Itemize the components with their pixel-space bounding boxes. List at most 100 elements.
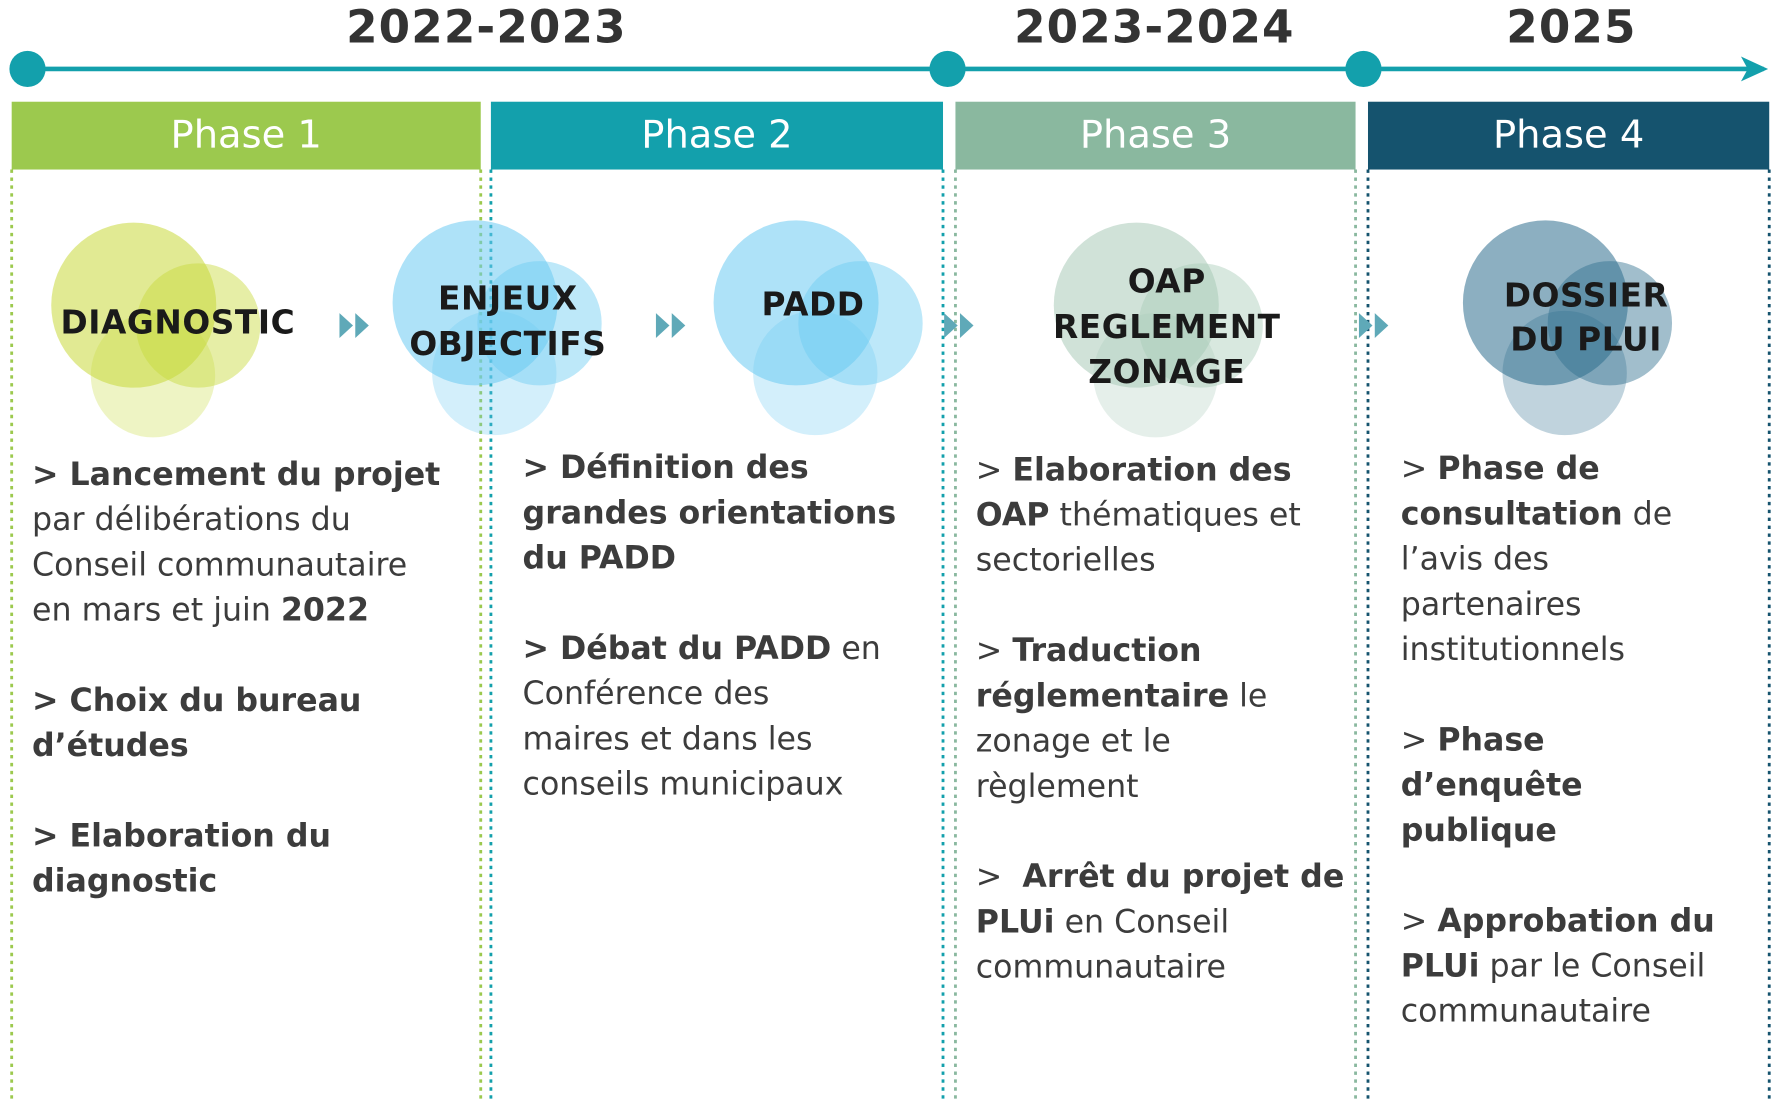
- item-line: réglementaire le: [976, 678, 1268, 714]
- item-text: de: [1623, 496, 1673, 532]
- item-line: conseils municipaux: [523, 767, 844, 803]
- chevron: [671, 313, 686, 338]
- item-line: par délibérations du: [32, 502, 351, 538]
- item-line: partenaires: [1401, 587, 1582, 623]
- item-line: > Phase: [1401, 722, 1545, 758]
- item-text: publique: [1401, 813, 1557, 849]
- item-line: Conseil communautaire: [32, 547, 407, 583]
- bubble-label: DIAGNOSTIC: [60, 303, 295, 341]
- item-line: OAP thématiques et: [976, 498, 1301, 534]
- item-text: > Lancement du projet: [32, 457, 440, 493]
- item-text: >: [1401, 903, 1438, 939]
- item-line: > Phase de: [1401, 451, 1600, 487]
- chevron: [944, 313, 958, 338]
- item-line: sectorielles: [976, 543, 1156, 579]
- period-label: 2022-2023: [346, 1, 627, 54]
- item-text: communautaire: [976, 950, 1226, 986]
- item-line: diagnostic: [32, 864, 217, 900]
- bubble: [477, 261, 602, 386]
- item-text: Phase de: [1437, 451, 1599, 487]
- bubble: [798, 261, 923, 386]
- item-text: Conférence des: [523, 676, 770, 712]
- bubble-label: DOSSIER: [1504, 276, 1669, 314]
- item-text: >: [976, 859, 1023, 895]
- item-text: maires et dans les: [523, 721, 813, 757]
- item-line: > Arrêt du projet de: [976, 859, 1344, 895]
- item-text: >: [976, 633, 1013, 669]
- bubble: [1138, 263, 1263, 388]
- item-line: communautaire: [1401, 994, 1651, 1030]
- item-text: > Débat du PADD: [523, 631, 832, 667]
- period-label: 2025: [1506, 1, 1636, 54]
- item-line: > Débat du PADD en: [523, 631, 881, 667]
- bubble-label: OBJECTIFS: [409, 325, 606, 363]
- item-text: en Conseil: [1055, 904, 1230, 940]
- item-text: en: [831, 631, 881, 667]
- bubble: [1093, 313, 1218, 438]
- item-text: consultation: [1401, 496, 1623, 532]
- item-text: Elaboration des: [1012, 452, 1291, 488]
- bubble: [392, 220, 558, 386]
- period-label: 2023-2024: [1014, 1, 1295, 54]
- item-line: Conférence des: [523, 676, 770, 712]
- bubble: [1053, 222, 1219, 388]
- item-text: par délibérations du: [32, 502, 351, 538]
- bubble: [1462, 220, 1628, 386]
- bubble: [432, 310, 557, 436]
- phase-title: Phase 3: [1080, 112, 1231, 157]
- chevron: [355, 313, 369, 338]
- item-text: Traduction: [1012, 633, 1201, 669]
- bubble: [1502, 310, 1627, 436]
- bubble-label: ENJEUX: [438, 280, 578, 318]
- item-text: > Définition des: [523, 450, 809, 486]
- item-text: Phase: [1437, 722, 1544, 758]
- item-line: du PADD: [523, 540, 676, 576]
- item-line: d’enquête: [1401, 768, 1583, 804]
- bubble-label: DU PLUI: [1510, 320, 1662, 358]
- bubble-label: REGLEMENT: [1053, 308, 1281, 346]
- bubble: [1547, 261, 1673, 386]
- item-text: sectorielles: [976, 543, 1156, 579]
- item-line: maires et dans les: [523, 721, 813, 757]
- item-text: thématiques et: [1049, 498, 1300, 534]
- item-line: consultation de: [1401, 496, 1672, 532]
- phase-header: [955, 101, 1356, 170]
- item-text: grandes orientations: [523, 495, 897, 531]
- item-line: grandes orientations: [523, 495, 897, 531]
- item-line: l’avis des: [1401, 542, 1549, 578]
- item-text: >: [976, 452, 1013, 488]
- item-text: conseils municipaux: [523, 767, 844, 803]
- timeline-dot: [929, 50, 966, 88]
- chevron: [959, 313, 974, 338]
- item-text: partenaires: [1401, 587, 1582, 623]
- chevron: [339, 313, 354, 338]
- item-text: le: [1229, 678, 1267, 714]
- bubble-label: ZONAGE: [1088, 353, 1245, 391]
- item-text: d’études: [32, 728, 189, 764]
- phase-header: [490, 101, 944, 170]
- bubble: [90, 313, 216, 438]
- item-line: > Approbation du: [1401, 903, 1715, 939]
- item-text: > Elaboration du: [32, 819, 331, 855]
- item-line: > Elaboration des: [976, 452, 1292, 488]
- item-line: > Traduction: [976, 633, 1202, 669]
- item-text: réglementaire: [976, 678, 1229, 714]
- bubble: [713, 220, 879, 386]
- phase-header: [1367, 101, 1770, 170]
- bubble-label: OAP: [1128, 263, 1206, 301]
- item-text: 2022: [281, 592, 369, 628]
- item-line: règlement: [976, 769, 1139, 805]
- item-text: Approbation du: [1437, 903, 1714, 939]
- item-line: institutionnels: [1401, 632, 1625, 668]
- item-line: communautaire: [976, 950, 1226, 986]
- item-text: institutionnels: [1401, 632, 1625, 668]
- item-text: l’avis des: [1401, 542, 1549, 578]
- item-text: Arrêt du projet de: [1022, 859, 1344, 895]
- phase-title: Phase 4: [1493, 112, 1644, 157]
- item-text: >: [1401, 722, 1438, 758]
- chevron: [1358, 313, 1373, 338]
- bubble: [136, 263, 261, 388]
- item-text: >: [1401, 451, 1438, 487]
- item-line: > Lancement du projet: [32, 457, 440, 493]
- phase-title: Phase 2: [641, 112, 792, 157]
